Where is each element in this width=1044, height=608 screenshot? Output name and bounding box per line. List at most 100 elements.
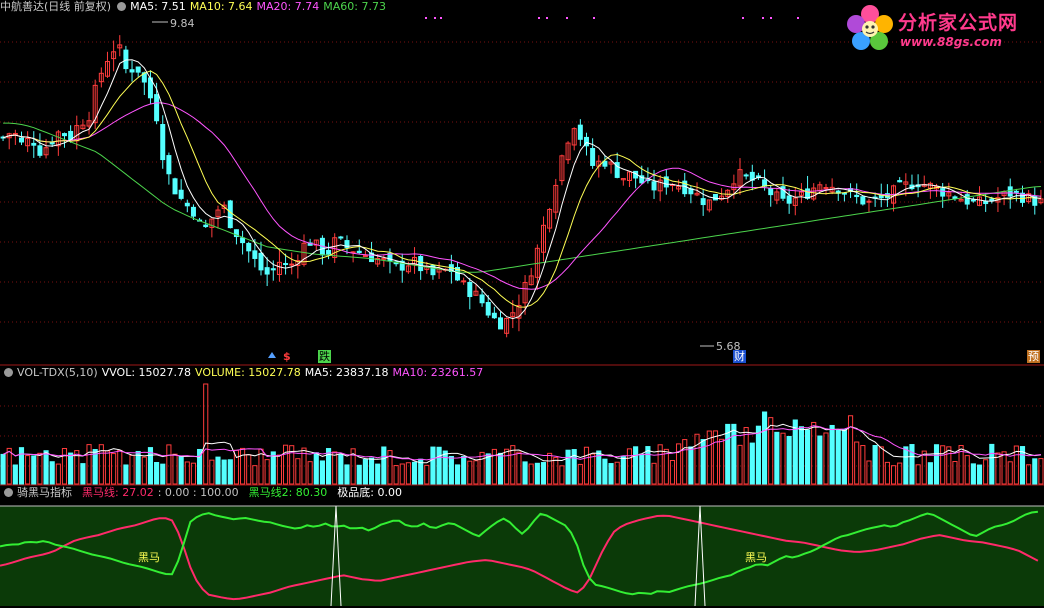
candle-body: [860, 196, 866, 205]
candle-body: [246, 242, 252, 252]
volume-bar: [491, 448, 497, 485]
candle-body: [172, 178, 178, 195]
volume-bar: [411, 461, 418, 485]
candle-body: [725, 189, 731, 197]
candle-body: [940, 188, 946, 197]
candle-body: [92, 84, 98, 124]
candle-body: [700, 198, 706, 206]
volume-bar: [344, 464, 350, 485]
vol-ma5-line: [2, 423, 1041, 464]
ma10-value: MA10: 7.64: [189, 0, 253, 13]
marker-finance[interactable]: 财: [733, 350, 746, 363]
candle-body: [504, 317, 510, 334]
volume-bar: [1019, 446, 1026, 485]
candle-body: [117, 44, 123, 49]
volume-bar: [946, 446, 952, 485]
volume-bar: [436, 446, 442, 485]
event-dot: [593, 17, 595, 19]
volume-bar: [829, 424, 835, 485]
volume-bar: [841, 429, 847, 485]
range-value: : 0.00 : 100.00: [157, 486, 239, 499]
volume-bar: [995, 452, 1001, 485]
volume-bar: [129, 454, 135, 485]
volume-bar: [190, 462, 197, 485]
volume-bar: [970, 463, 976, 485]
volume-bar: [74, 450, 80, 485]
volume-bar: [289, 445, 295, 485]
candle-body: [135, 66, 141, 73]
candle-body: [498, 317, 504, 330]
jipindi-spike: [330, 505, 342, 607]
indicator-chart[interactable]: [0, 486, 1044, 608]
candle-body: [583, 136, 589, 147]
event-dot: [538, 17, 540, 19]
candle-body: [571, 128, 577, 146]
high-price-label: 9.84: [170, 17, 195, 30]
volume-bar: [565, 449, 571, 485]
volume-bar: [184, 461, 190, 485]
marker-forecast[interactable]: 预: [1027, 350, 1040, 363]
volume-chart[interactable]: [0, 366, 1044, 486]
volume-bar: [602, 458, 608, 485]
volume-bar: [240, 447, 246, 485]
settings-gear-icon[interactable]: [117, 2, 127, 11]
volume-bar: [921, 450, 927, 485]
volume-bar: [786, 435, 792, 485]
volume-bar: [154, 462, 160, 485]
volume-bar: [479, 451, 485, 485]
volume-bar: [252, 465, 258, 485]
volume-bar: [424, 464, 430, 485]
candle-body: [301, 242, 307, 265]
candle-body: [479, 294, 485, 304]
volume-bar: [0, 453, 6, 485]
volume-bar: [669, 459, 676, 485]
volume-bar: [497, 452, 504, 485]
candle-body: [792, 197, 798, 206]
volume-bar: [473, 460, 479, 485]
volume-bar: [467, 460, 473, 485]
volume-bar: [835, 429, 841, 485]
candle-body: [362, 255, 368, 258]
volume-bar: [884, 461, 890, 485]
candle-body: [104, 61, 110, 77]
volume-bar: [989, 443, 995, 485]
volume-bar: [768, 417, 774, 485]
candle-body: [970, 199, 976, 202]
candle-body: [283, 263, 289, 266]
candle-body: [270, 268, 276, 271]
volume-bar: [55, 463, 61, 485]
candle-body: [774, 191, 780, 201]
volume-bar: [645, 446, 651, 485]
marker-dollar[interactable]: $: [283, 350, 291, 363]
candle-body: [559, 155, 565, 182]
indicator-gear-icon[interactable]: [4, 488, 13, 497]
candle-body: [1013, 190, 1019, 193]
candle-body: [903, 181, 909, 185]
volume-bar: [338, 453, 344, 485]
volume-bar: [276, 454, 282, 485]
volume-bar: [37, 452, 43, 485]
candle-body: [221, 204, 227, 210]
indicator-panel[interactable]: 骑黑马指标 黑马线: 27.02: 0.00 : 100.00 黑马线2: 80.3…: [0, 486, 1044, 608]
signal-label-2: 黑马: [745, 551, 767, 564]
candle-body: [160, 124, 166, 161]
price-panel[interactable]: 中航善达(日线 前复权) MA5: 7.51 MA10: 7.64 MA20: 7.7…: [0, 0, 1044, 366]
candle-body: [289, 263, 295, 266]
volume-bar: [571, 449, 577, 485]
marker-fall[interactable]: 跌: [318, 350, 331, 363]
volume-bar: [915, 464, 921, 485]
volume-bar: [461, 456, 467, 485]
candle-body: [240, 237, 246, 244]
volume-bar: [325, 448, 332, 485]
volume-panel[interactable]: VOL-TDX(5,10) VVOL: 15027.78 VOLUME: 15027…: [0, 366, 1044, 486]
price-chart[interactable]: [0, 0, 1044, 366]
candle-body: [43, 147, 49, 156]
volume-bar: [774, 431, 780, 485]
volume-gear-icon[interactable]: [4, 368, 13, 377]
candle-body: [49, 141, 55, 145]
volume-bar: [952, 461, 958, 485]
volume-bar: [246, 454, 252, 485]
candle-body: [209, 218, 215, 228]
volume-bar: [547, 452, 553, 485]
volume-bar: [522, 461, 528, 485]
